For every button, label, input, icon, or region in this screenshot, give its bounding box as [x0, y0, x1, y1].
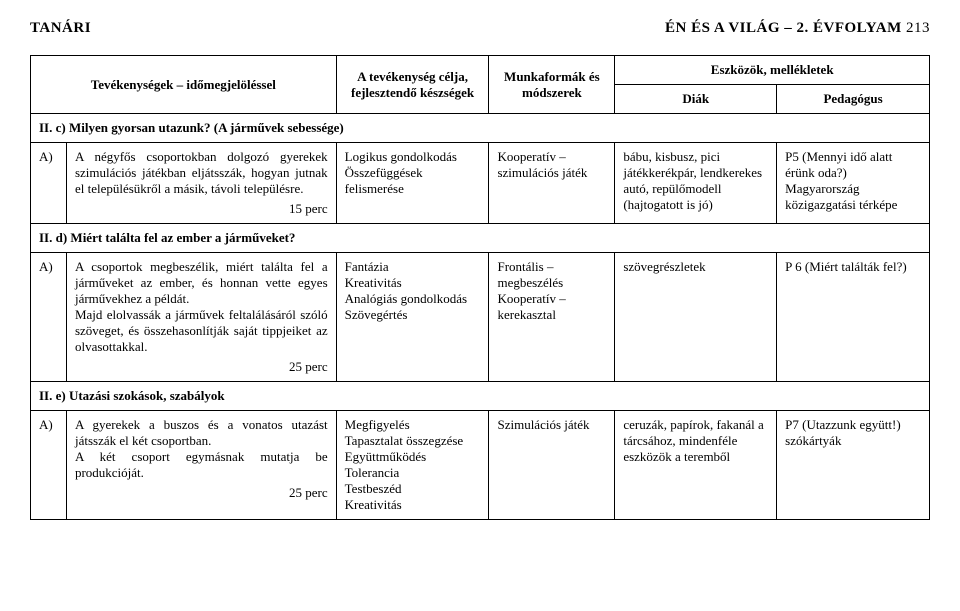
th-goal: A tevékenység célja, fejlesztendő készsé… [336, 56, 489, 114]
section-row-iie: II. e) Utazási szokások, szabályok [31, 382, 930, 411]
header-title: ÉN ÉS A VILÁG – 2. ÉVFOLYAM [665, 20, 902, 36]
activity-text: A csoportok megbeszélik, miért találta f… [75, 259, 328, 354]
row-diak: szövegrészletek [615, 253, 777, 382]
section-row-iid: II. d) Miért találta fel az ember a járm… [31, 224, 930, 253]
page-number: 213 [906, 20, 930, 36]
row-diak: bábu, kisbusz, pici játékkerékpár, lendk… [615, 143, 777, 224]
row-goal: Logikus gondolkodás Összefüggések felism… [336, 143, 489, 224]
table-row: A) A négyfős csoportokban dolgozó gyerek… [31, 143, 930, 224]
header-left: TANÁRI [30, 20, 91, 37]
row-activity: A gyerekek a buszos és a vonatos utazást… [66, 411, 336, 520]
lesson-table: Tevékenységek – időmegjelöléssel A tevék… [30, 55, 930, 520]
section-title-iie: II. e) Utazási szokások, szabályok [31, 382, 930, 411]
row-ped: P7 (Utazzunk együtt!) szókártyák [777, 411, 930, 520]
row-forms: Frontális – megbeszélésKooperatív – kere… [489, 253, 615, 382]
th-diak: Diák [615, 85, 777, 114]
row-id: A) [31, 253, 67, 382]
row-id: A) [31, 411, 67, 520]
activity-time: 25 perc [75, 485, 328, 501]
row-id: A) [31, 143, 67, 224]
row-ped: P5 (Mennyi idő alatt érünk oda?) Magyaro… [777, 143, 930, 224]
row-goal: MegfigyelésTapasztalat összegzéseEgyüttm… [336, 411, 489, 520]
th-tools: Eszközök, mellékletek [615, 56, 930, 85]
row-activity: A négyfős csoportokban dolgozó gyerekek … [66, 143, 336, 224]
th-ped: Pedagógus [777, 85, 930, 114]
row-ped: P 6 (Miért találták fel?) [777, 253, 930, 382]
table-row: A) A csoportok megbeszélik, miért talált… [31, 253, 930, 382]
th-activities: Tevékenységek – időmegjelöléssel [31, 56, 337, 114]
section-row-iic: II. c) Milyen gyorsan utazunk? (A járműv… [31, 114, 930, 143]
row-activity: A csoportok megbeszélik, miért találta f… [66, 253, 336, 382]
page-header: TANÁRI ÉN ÉS A VILÁG – 2. ÉVFOLYAM 213 [30, 20, 930, 37]
row-diak: ceruzák, papírok, fakanál a tárcsához, m… [615, 411, 777, 520]
header-right: ÉN ÉS A VILÁG – 2. ÉVFOLYAM 213 [665, 20, 930, 37]
row-forms: Szimulációs játék [489, 411, 615, 520]
row-goal: FantáziaKreativitásAnalógiás gondolkodás… [336, 253, 489, 382]
activity-text: A gyerekek a buszos és a vonatos utazást… [75, 417, 328, 480]
section-title-iic: II. c) Milyen gyorsan utazunk? (A járműv… [31, 114, 930, 143]
activity-time: 15 perc [75, 201, 328, 217]
table-row: A) A gyerekek a buszos és a vonatos utaz… [31, 411, 930, 520]
section-title-iid: II. d) Miért találta fel az ember a járm… [31, 224, 930, 253]
row-forms: Kooperatív – szimulációs játék [489, 143, 615, 224]
th-forms: Munkaformák és módszerek [489, 56, 615, 114]
activity-text: A négyfős csoportokban dolgozó gyerekek … [75, 149, 328, 196]
activity-time: 25 perc [75, 359, 328, 375]
